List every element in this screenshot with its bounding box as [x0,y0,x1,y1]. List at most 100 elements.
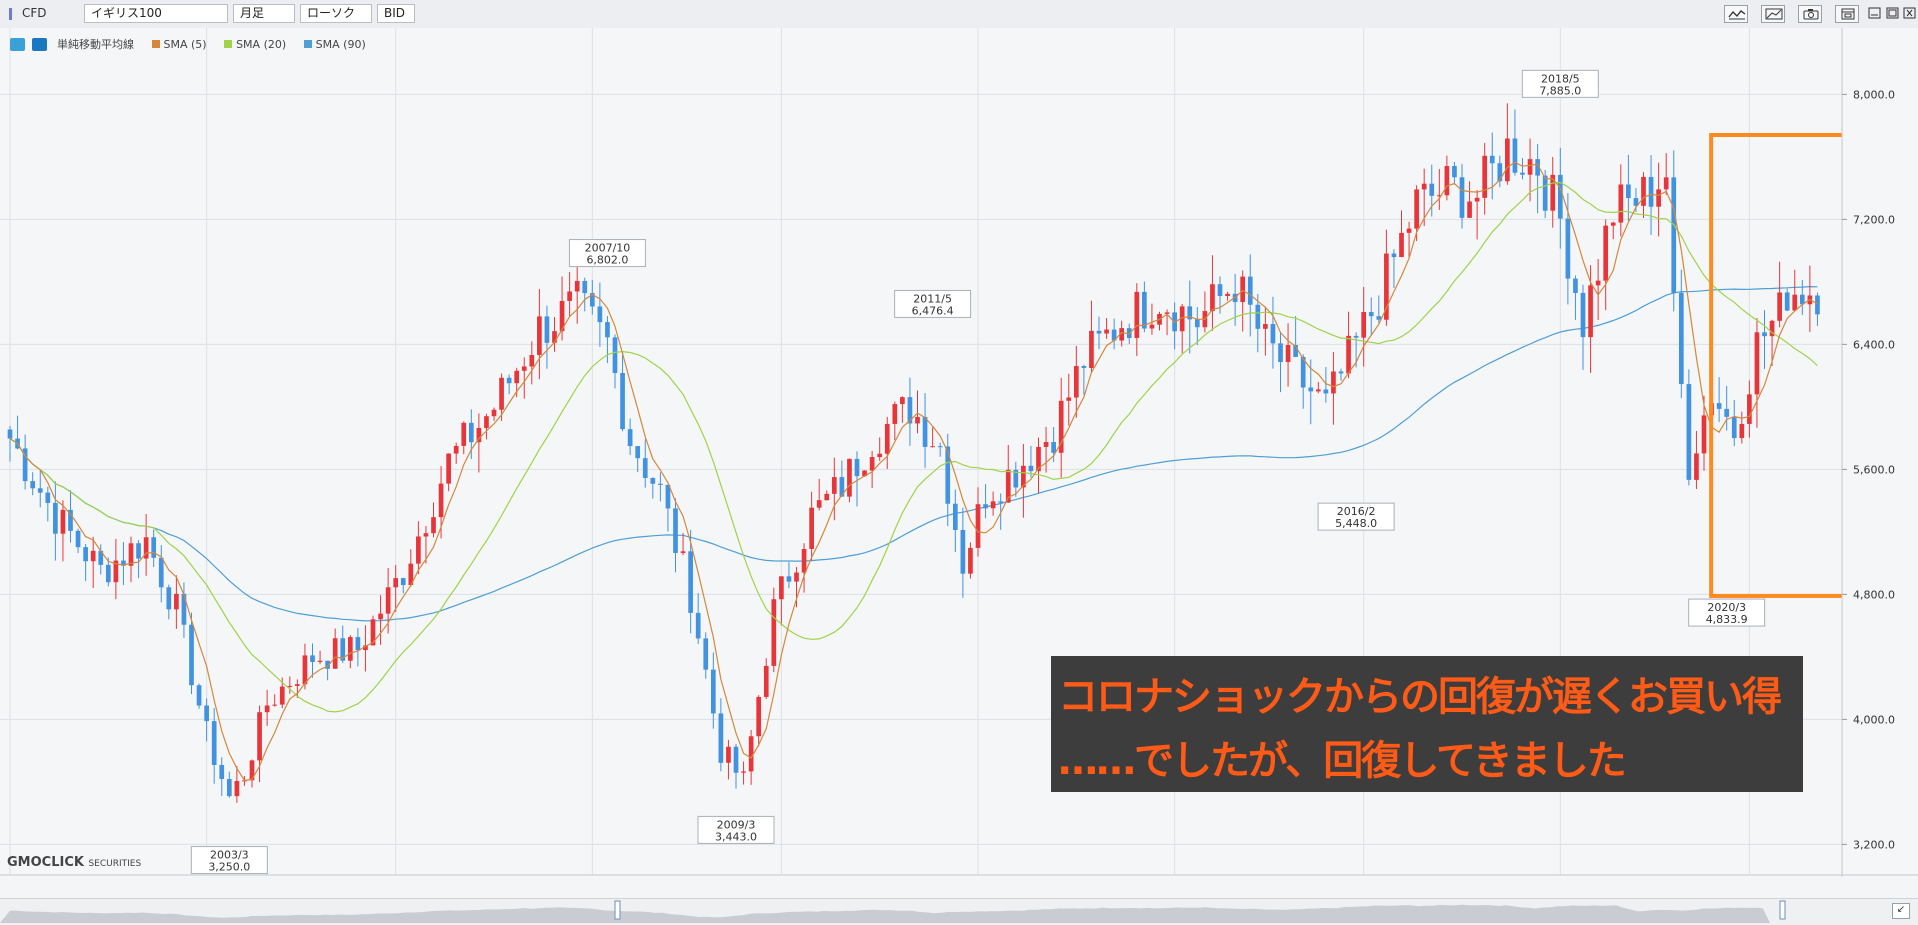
annotation-date: 2011/5 [913,292,952,305]
camera-icon[interactable] [1798,5,1822,23]
candle-body [1021,465,1026,488]
minimize-icon[interactable] [1865,5,1883,23]
navigator-right-handle[interactable] [1779,900,1786,920]
candle-body [1179,306,1185,332]
close-icon[interactable] [1900,5,1918,23]
candle-body [1134,291,1140,338]
candle-body [1762,332,1767,337]
candle-body [1694,453,1699,480]
candle-body [658,483,663,485]
candle-body [1096,330,1102,334]
candle-body [612,337,618,373]
y-tick-label: 5,600.0 [1853,463,1895,476]
candle-body [839,477,845,497]
legend-indicator-name: 単純移動平均線 [57,38,134,51]
range-navigator[interactable]: ↙ [0,898,1918,925]
chart-style-select[interactable]: ローソク [300,4,372,23]
candle-body [1194,319,1200,328]
candle-body [1043,441,1049,447]
candle-body [1565,218,1571,279]
candle-body [1315,389,1321,392]
candle-body [1323,389,1329,394]
candle-body [1247,276,1253,305]
sma20-line [9,181,1818,713]
candle-body [998,501,1004,503]
candle-body [1217,284,1223,297]
candle-body [1489,155,1495,164]
candle-body [60,509,66,534]
candle-body [831,477,837,494]
sma90-path [9,285,1818,622]
maximize-icon[interactable] [1883,5,1901,23]
candle-body [809,507,814,549]
overlay-line-2: ……でしたが、回復してきました [1058,738,1627,784]
candle-body [1142,291,1147,329]
candle-body [1225,293,1230,297]
candle-body [741,771,746,773]
candle-body [529,354,535,367]
candle-body [484,416,489,428]
candle-body [900,397,905,405]
candle-body [559,300,565,332]
candle-body [431,517,436,534]
candle-body [347,637,353,661]
navigator-left-handle[interactable] [614,900,621,920]
indicator-expand-icon[interactable] [31,37,47,51]
line-chart-icon[interactable] [1724,5,1748,23]
symbol-select[interactable]: イギリス100 [84,4,228,23]
sma20-swatch [224,40,233,48]
y-tick-label: 4,000.0 [1853,713,1895,726]
candle-body [22,448,28,482]
annotation-value: 4,833.9 [1706,613,1748,626]
candle-body [446,453,451,484]
candle-body [1815,295,1820,315]
candle-body [521,366,527,371]
candle-body [665,484,671,509]
area-chart-icon[interactable] [1761,5,1785,23]
candle-body [128,543,134,566]
candle-body [476,427,482,443]
candle-body [748,736,754,772]
indicator-menu-icon[interactable] [10,37,25,51]
candle-body [393,578,399,588]
candle-body [847,458,852,497]
legend-sma90: SMA (90) [315,37,366,51]
candle-body [824,493,830,501]
candle-body [416,536,421,564]
legend-sma5: SMA (5) [163,37,207,51]
annotation-value: 5,448.0 [1335,517,1377,530]
candle-body [363,645,368,651]
candle-body [37,488,43,493]
annotation-box [894,289,972,318]
y-tick-label: 4,800.0 [1853,588,1895,601]
candles [7,103,1820,803]
candle-body [295,684,300,686]
timeframe-select[interactable]: 月足 [233,4,295,23]
candle-body [461,422,467,446]
annotation-value: 6,802.0 [586,254,628,267]
annotation-box [1688,598,1766,627]
annotations: 2007/106,802.0 2009/33,443.0 2003/33,250.0… [190,69,1766,875]
candle-body [930,446,935,448]
annotation-value: 6,476.4 [912,304,954,317]
candle-body [234,780,240,797]
candle-body [1527,159,1533,175]
candle-body [771,599,777,666]
price-type-select[interactable]: BID [377,4,415,23]
candle-body [514,370,520,384]
candle-body [226,778,232,797]
candle-body [1701,415,1707,454]
candle-body [695,612,701,639]
candle-body [937,446,943,448]
commentary-overlay: コロナショックからの回復が遅くお買い得 ……でしたが、回復してきました [1051,656,1803,792]
window-icon[interactable] [1835,5,1859,23]
candle-body [143,537,149,559]
candle-body [1278,343,1283,363]
candle-body [1285,345,1291,363]
logo-sub: SECURITIES [88,859,142,869]
candle-body [423,533,429,537]
y-tick-label: 7,200.0 [1853,213,1895,226]
candle-body [211,721,217,765]
navigator-reset-icon[interactable]: ↙ [1892,903,1910,919]
candle-body [1580,292,1586,338]
